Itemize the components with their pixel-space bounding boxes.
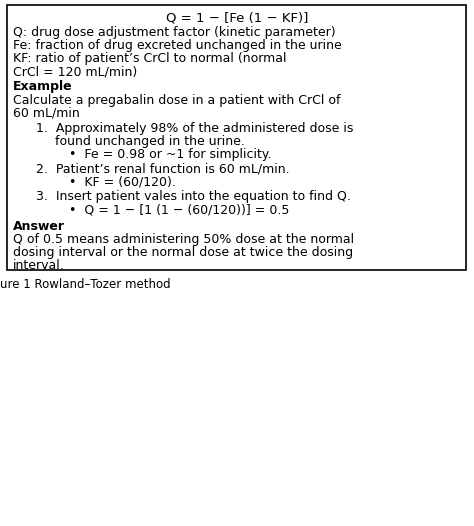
Text: 3.  Insert patient vales into the equation to find Q.: 3. Insert patient vales into the equatio…	[36, 190, 350, 204]
Text: 2.  Patient’s renal function is 60 mL/min.: 2. Patient’s renal function is 60 mL/min…	[36, 163, 289, 176]
Text: interval.: interval.	[13, 259, 65, 272]
Text: Q = 1 − [Fe (1 − KF)]: Q = 1 − [Fe (1 − KF)]	[166, 12, 308, 25]
Text: Fe: fraction of drug excreted unchanged in the urine: Fe: fraction of drug excreted unchanged …	[13, 39, 342, 52]
Text: •  Fe = 0.98 or ~1 for simplicity.: • Fe = 0.98 or ~1 for simplicity.	[69, 148, 271, 161]
Text: •  KF = (60/120).: • KF = (60/120).	[69, 176, 175, 189]
Text: Calculate a pregabalin dose in a patient with CrCl of: Calculate a pregabalin dose in a patient…	[13, 94, 341, 107]
Text: CrCl = 120 mL/min): CrCl = 120 mL/min)	[13, 65, 137, 78]
Text: Q: drug dose adjustment factor (kinetic parameter): Q: drug dose adjustment factor (kinetic …	[13, 26, 336, 39]
Text: ure 1 Rowland–Tozer method: ure 1 Rowland–Tozer method	[0, 278, 171, 291]
Text: dosing interval or the normal dose at twice the dosing: dosing interval or the normal dose at tw…	[13, 246, 354, 259]
Text: 1.  Approximately 98% of the administered dose is: 1. Approximately 98% of the administered…	[36, 122, 353, 135]
Text: •  Q = 1 − [1 (1 − (60/120))] = 0.5: • Q = 1 − [1 (1 − (60/120))] = 0.5	[69, 204, 289, 217]
Text: found unchanged in the urine.: found unchanged in the urine.	[55, 135, 245, 148]
FancyBboxPatch shape	[7, 5, 466, 270]
Text: Example: Example	[13, 80, 73, 94]
Text: Q of 0.5 means administering 50% dose at the normal: Q of 0.5 means administering 50% dose at…	[13, 233, 355, 246]
Text: Answer: Answer	[13, 220, 65, 233]
Text: KF: ratio of patient’s CrCl to normal (normal: KF: ratio of patient’s CrCl to normal (n…	[13, 52, 287, 65]
Text: 60 mL/min: 60 mL/min	[13, 107, 80, 120]
